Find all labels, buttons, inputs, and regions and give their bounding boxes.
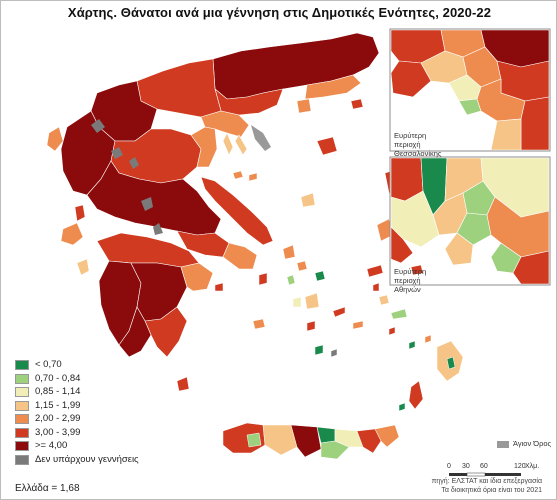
legend-label: < 0,70	[35, 359, 62, 370]
scale-bar-graphic	[449, 472, 521, 477]
region-argolida	[180, 262, 214, 292]
mount-athos-swatch	[497, 440, 509, 448]
island-kos	[390, 308, 408, 320]
island-naxos	[304, 292, 320, 310]
island-mykonos	[314, 270, 326, 282]
crete-lasithi	[356, 428, 382, 454]
legend-label: >= 4,00	[35, 440, 68, 451]
crete-chania	[246, 432, 262, 448]
legend-label: 3,00 - 3,99	[35, 426, 81, 438]
map-title: Χάρτης. Θάνατοι ανά μια γέννηση στις Δημ…	[67, 5, 492, 20]
island-lemnos	[316, 136, 338, 156]
island-tinos	[296, 260, 308, 272]
inset-thessaloniki	[389, 28, 551, 152]
legend-swatch	[15, 427, 29, 438]
island-symi	[424, 334, 432, 344]
mount-athos-legend: Άγιον Όρος	[497, 439, 551, 448]
region-thrace-east	[304, 74, 362, 100]
region-thessaly-east	[190, 126, 218, 168]
legend-label: 1,15 - 1,99	[35, 399, 81, 411]
greece-national-value: Ελλάδα = 1,68	[15, 483, 80, 494]
island-karpathos	[408, 380, 424, 410]
region-laconia	[144, 306, 188, 358]
island-amorgos	[332, 306, 346, 318]
crete	[222, 422, 400, 460]
region-attica	[222, 242, 258, 270]
island-kythira	[176, 376, 190, 392]
crete-rethymno	[262, 424, 298, 456]
scale-tick-label: 30	[462, 463, 470, 470]
scale-tick-label: 120	[514, 463, 526, 470]
island-tilos	[408, 340, 416, 350]
legend-swatch	[15, 414, 29, 424]
source-note: πηγή: ΕΛΣΤΑΤ και ίδια επεξεργασία Τα διο…	[432, 478, 542, 495]
region-evia	[200, 176, 274, 246]
island-kasos	[398, 402, 406, 412]
legend-swatch	[15, 387, 29, 397]
island-paros	[292, 296, 302, 308]
mainland-greece	[60, 32, 380, 358]
legend-swatch	[15, 441, 29, 451]
source-line: πηγή: ΕΛΣΤΑΤ και ίδια επεξεργασία	[431, 478, 542, 485]
scale-tick-label: 60	[480, 463, 488, 470]
legend-label: 0,70 - 0,84	[35, 372, 81, 384]
region-central-greece	[86, 160, 222, 236]
island-skyros	[300, 192, 316, 208]
island-lefkada	[74, 204, 86, 222]
island-leros	[372, 282, 380, 292]
island-ikaria	[366, 264, 384, 278]
crete-heraklion-south	[320, 440, 350, 460]
scale-tick-label: 0	[447, 463, 451, 470]
island-thasos	[296, 98, 312, 114]
legend-label: 0,85 - 1,14	[35, 386, 81, 397]
island-ios	[306, 320, 316, 332]
island-samothraki	[350, 98, 364, 110]
island-zakynthos	[76, 258, 90, 276]
legend-label: 2,00 - 2,99	[35, 413, 81, 424]
island-kea	[258, 272, 268, 286]
island-santorini	[314, 344, 324, 356]
inset-athens	[389, 156, 551, 286]
island-syros	[286, 274, 296, 286]
region-messinia-south	[118, 306, 152, 358]
legend-swatch	[15, 454, 29, 465]
legend-label: Δεν υπάρχουν γεννήσεις	[35, 453, 139, 465]
island-aegina	[214, 282, 224, 292]
island-astypalaia	[352, 320, 364, 330]
legend-swatch	[15, 400, 29, 411]
region-chalkidiki-peninsulas	[222, 132, 248, 156]
island-kalymnos	[378, 294, 390, 306]
island-andros	[282, 244, 296, 260]
mount-athos-label: Άγιον Όρος	[513, 439, 552, 448]
source-line: Τα διοικητικά όρια είναι του 2021	[441, 486, 542, 494]
legend-swatch	[15, 360, 29, 370]
island-corfu	[46, 126, 64, 152]
island-nisyros	[388, 326, 396, 336]
crete-heraklion-west	[290, 424, 322, 458]
island-anafi	[330, 348, 338, 358]
island-kefalonia	[60, 222, 84, 246]
island-sporades	[232, 170, 258, 182]
scale-unit-label: Χλμ.	[525, 463, 540, 470]
legend-swatch	[15, 373, 29, 384]
island-milos	[252, 318, 266, 330]
crete-sitia	[374, 424, 400, 448]
inset-thessaloniki-caption: Ευρύτερη περιοχή Θεσσαλονίκης	[394, 131, 442, 158]
no-births-areas	[91, 119, 163, 235]
island-rhodes-south	[446, 356, 456, 370]
mount-athos-area	[251, 125, 271, 151]
region-thrace	[212, 32, 380, 100]
scale-bar: 0 30 60 120 Χλμ.	[445, 463, 539, 483]
inset-athens-caption: Ευρύτερη περιοχή Αθηνών	[394, 267, 427, 294]
crete-lasithi-west	[334, 428, 364, 448]
